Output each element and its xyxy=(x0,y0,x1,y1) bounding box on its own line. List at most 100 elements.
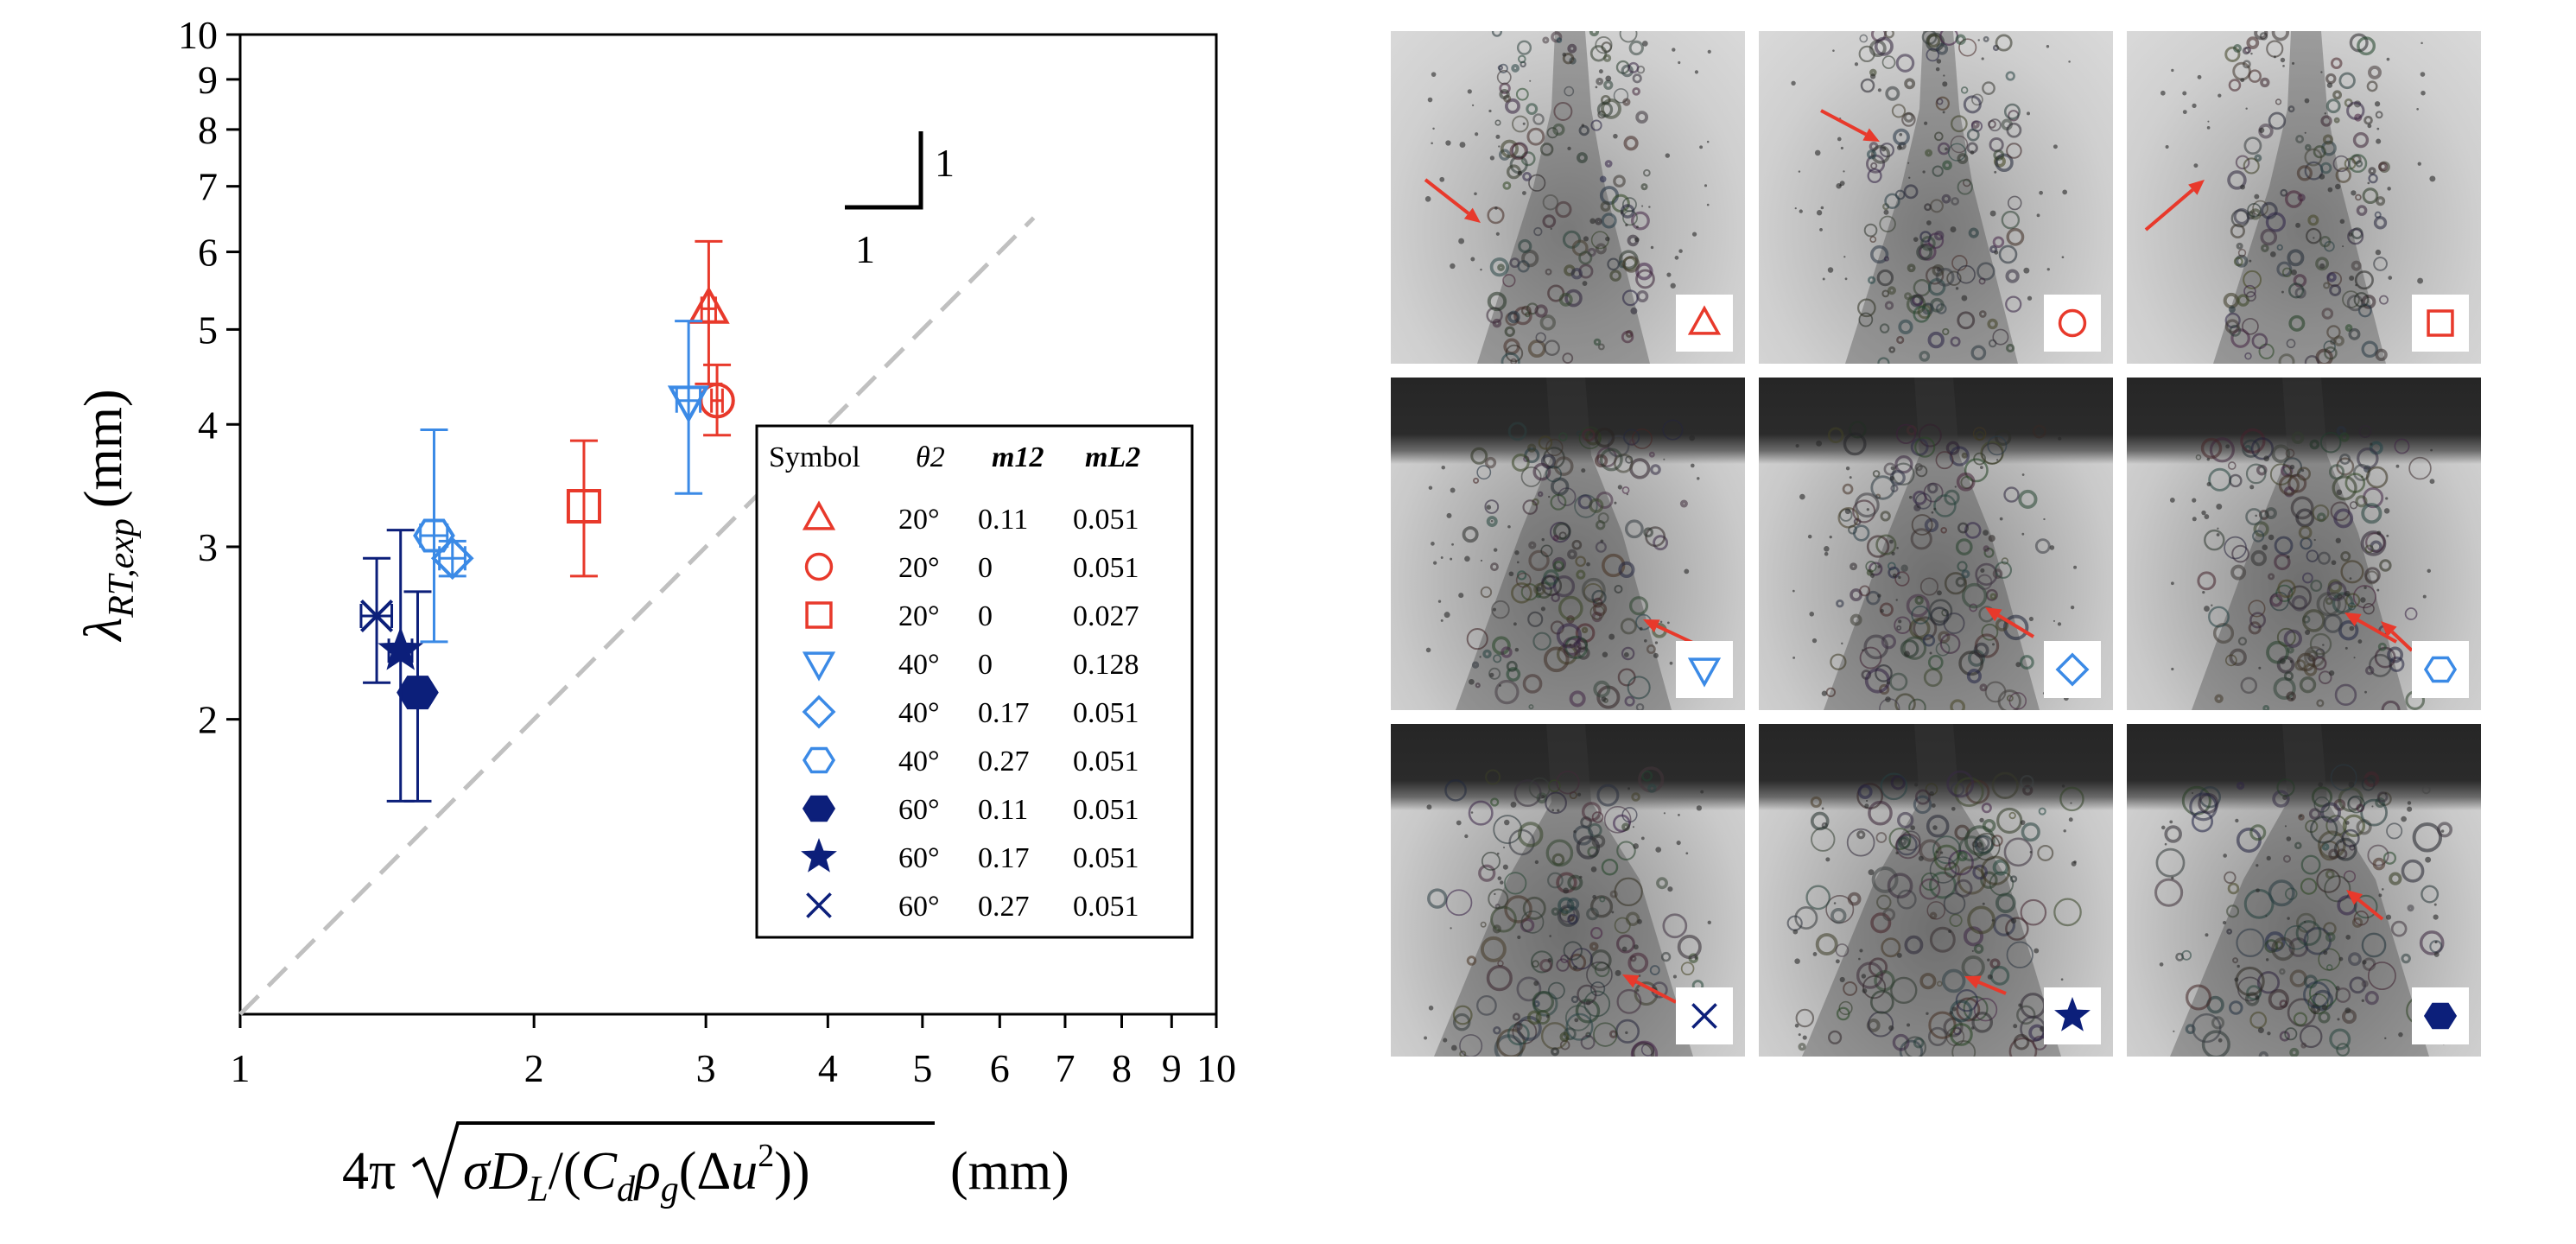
spray-ligament xyxy=(1944,572,1968,595)
spray-ligament xyxy=(2394,438,2410,454)
svg-text:λRT,exp(mm): λRT,exp(mm) xyxy=(74,389,142,642)
spray-ligament xyxy=(2321,842,2330,851)
spray-ligament xyxy=(1534,304,1548,318)
spray-ligament xyxy=(1504,326,1515,337)
spray-ligament xyxy=(1957,522,1969,534)
spray-droplet xyxy=(1816,440,1823,447)
spray-ligament xyxy=(2209,437,2235,463)
spray-ligament xyxy=(2053,898,2082,927)
x-axis-title: 4π σDL/(Cdρg(Δu2)) (mm) xyxy=(342,1121,1069,1209)
spray-droplet xyxy=(2416,107,2419,111)
spray-droplet xyxy=(1899,132,1903,136)
spray-droplet xyxy=(2370,442,2373,446)
spray-droplet xyxy=(1583,236,1589,242)
spray-ligament xyxy=(1620,204,1635,219)
spray-ligament xyxy=(1914,462,1923,472)
spray-ligament xyxy=(2375,348,2388,361)
spray-ligament xyxy=(1955,989,1978,1012)
legend-ml2: 0.128 xyxy=(1073,649,1139,681)
spray-ligament xyxy=(2346,101,2365,120)
spray-ligament xyxy=(1621,486,1630,494)
spray-droplet xyxy=(1821,807,1824,810)
spray-droplet xyxy=(1844,277,1848,281)
spray-ligament xyxy=(1935,267,1955,287)
spray-ligament xyxy=(1551,31,1563,43)
spray-ligament xyxy=(1509,142,1527,161)
spray-ligament xyxy=(1599,447,1623,472)
spray-ligament xyxy=(2364,991,2379,1006)
spray-ligament xyxy=(2312,989,2334,1012)
y-tick-label: 7 xyxy=(198,165,218,209)
legend-theta: 60° xyxy=(898,794,940,826)
x-axis-sqrt-sign xyxy=(411,1121,935,1200)
spray-droplet xyxy=(2376,588,2380,592)
spray-droplet xyxy=(1868,869,1875,876)
spray-ligament xyxy=(2274,553,2291,571)
spray-ligament xyxy=(1989,593,1997,600)
spray-ligament xyxy=(1914,595,1924,606)
spray-droplet xyxy=(2204,606,2210,612)
spray-droplet xyxy=(2218,1038,2223,1043)
spray-ligament xyxy=(2208,467,2232,492)
spray-droplet xyxy=(2053,619,2056,622)
marker-hexagon xyxy=(397,676,439,710)
spray-ligament xyxy=(2278,474,2300,496)
spray-droplet xyxy=(2279,658,2286,664)
spray-ligament xyxy=(1494,679,1520,705)
badge-symbol xyxy=(2055,652,2090,687)
spray-droplet xyxy=(1494,206,1498,210)
spray-ligament xyxy=(2412,822,2443,853)
spray-droplet xyxy=(1676,841,1681,846)
spray-ligament xyxy=(1532,991,1555,1013)
spray-ligament xyxy=(1515,87,1529,101)
spray-droplet xyxy=(1898,619,1902,624)
spray-ligament xyxy=(1602,54,1612,62)
spray-ligament xyxy=(1459,1050,1467,1057)
spray-droplet xyxy=(2433,903,2437,906)
spray-ligament xyxy=(1890,976,1918,1005)
spray-droplet xyxy=(2057,622,2062,626)
spray-droplet xyxy=(1427,97,1433,103)
spray-ligament xyxy=(1499,88,1510,100)
photo-symbol-badge xyxy=(1676,295,1733,352)
spray-ligament xyxy=(1517,54,1526,64)
spray-droplet xyxy=(2256,864,2259,867)
spray-ligament xyxy=(2249,1011,2268,1029)
spray-droplet xyxy=(2344,1007,2351,1014)
spray-ligament xyxy=(2328,464,2345,480)
spray-droplet xyxy=(2027,295,2033,301)
spray-ligament xyxy=(1445,889,1473,917)
spray-ligament xyxy=(1926,814,1950,838)
spray-ligament xyxy=(1540,544,1553,557)
spray-ligament xyxy=(2361,932,2387,958)
spray-ligament xyxy=(1427,888,1448,909)
spray-droplet xyxy=(1605,236,1610,242)
spray-ligament xyxy=(2232,61,2251,81)
spray-droplet xyxy=(2417,277,2424,284)
spray-ligament xyxy=(1884,31,1894,39)
spray-droplet xyxy=(1608,633,1615,640)
spray-ligament xyxy=(1973,998,1998,1022)
spray-droplet xyxy=(1896,952,1902,958)
spray-ligament xyxy=(2367,962,2396,991)
spray-ligament xyxy=(1894,454,1913,474)
spray-droplet xyxy=(1666,272,1672,277)
spray-ligament xyxy=(1927,482,1938,494)
spray-ligament xyxy=(1493,1025,1501,1035)
spray-ligament xyxy=(2345,593,2361,608)
spray-texture xyxy=(1425,378,1702,710)
spray-droplet xyxy=(1837,136,1842,142)
spray-droplet xyxy=(1881,146,1887,152)
spray-photo-1 xyxy=(1759,31,2113,364)
spray-droplet xyxy=(2073,565,2078,569)
spray-ligament xyxy=(1955,538,1973,555)
spray-ligament xyxy=(1466,628,1488,651)
spray-droplet xyxy=(1474,192,1477,196)
spray-ligament xyxy=(1971,1011,1994,1033)
spray-ligament xyxy=(1621,289,1639,307)
spray-ligament xyxy=(1837,506,1860,529)
spray-ligament xyxy=(1528,777,1551,799)
spray-ligament xyxy=(1810,796,1822,809)
spray-droplet xyxy=(2021,532,2025,536)
spray-droplet xyxy=(2395,464,2400,468)
